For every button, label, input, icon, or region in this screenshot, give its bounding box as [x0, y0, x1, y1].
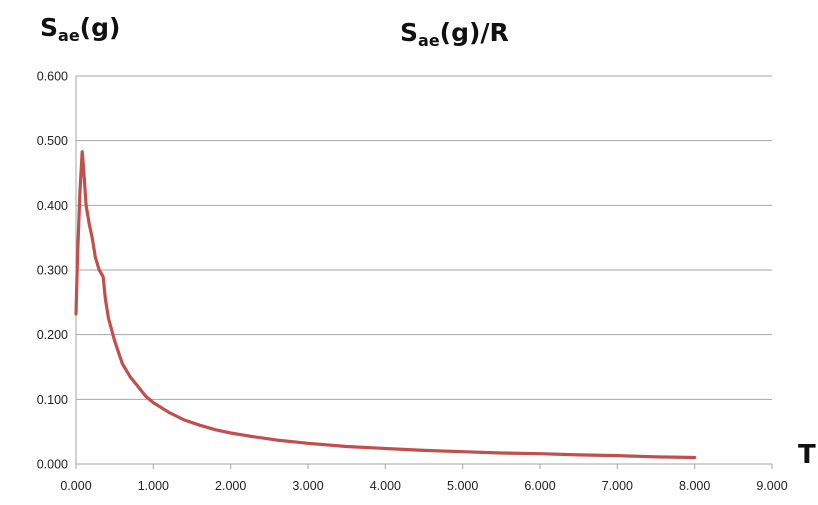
y-axis-label: Sae(g) — [40, 13, 120, 45]
chart-title: Sae(g)/R — [400, 18, 509, 50]
axes — [75, 76, 773, 469]
y-tick-label: 0.300 — [37, 264, 68, 278]
x-tick-label: 2.000 — [215, 479, 246, 493]
x-tick-label: 9.000 — [756, 479, 787, 493]
x-tick-label: 6.000 — [524, 479, 555, 493]
series-line-0 — [74, 150, 697, 460]
series-layer — [74, 150, 697, 460]
x-tick-label: 5.000 — [447, 479, 478, 493]
x-axis-label: T — [798, 440, 816, 470]
y-tick-label: 0.600 — [37, 70, 68, 84]
x-tick-label: 7.000 — [602, 479, 633, 493]
x-tick-label: 8.000 — [679, 479, 710, 493]
x-tick-label: 0.000 — [60, 479, 91, 493]
y-tick-label: 0.100 — [37, 393, 68, 407]
y-tick-label: 0.200 — [37, 328, 68, 342]
x-tick-label: 1.000 — [138, 479, 169, 493]
x-tick-label: 4.000 — [370, 479, 401, 493]
y-tick-label: 0.500 — [37, 134, 68, 148]
x-tick-label: 3.000 — [292, 479, 323, 493]
grid-lines — [76, 75, 772, 400]
y-tick-labels: 0.000 0.100 0.200 0.300 0.400 0.500 0.600 — [37, 70, 68, 472]
y-tick-label: 0.400 — [37, 199, 68, 213]
y-tick-label: 0.000 — [37, 458, 68, 472]
x-tick-labels: 0.000 1.000 2.000 3.000 4.000 5.000 6.000 7.000… — [60, 479, 787, 493]
